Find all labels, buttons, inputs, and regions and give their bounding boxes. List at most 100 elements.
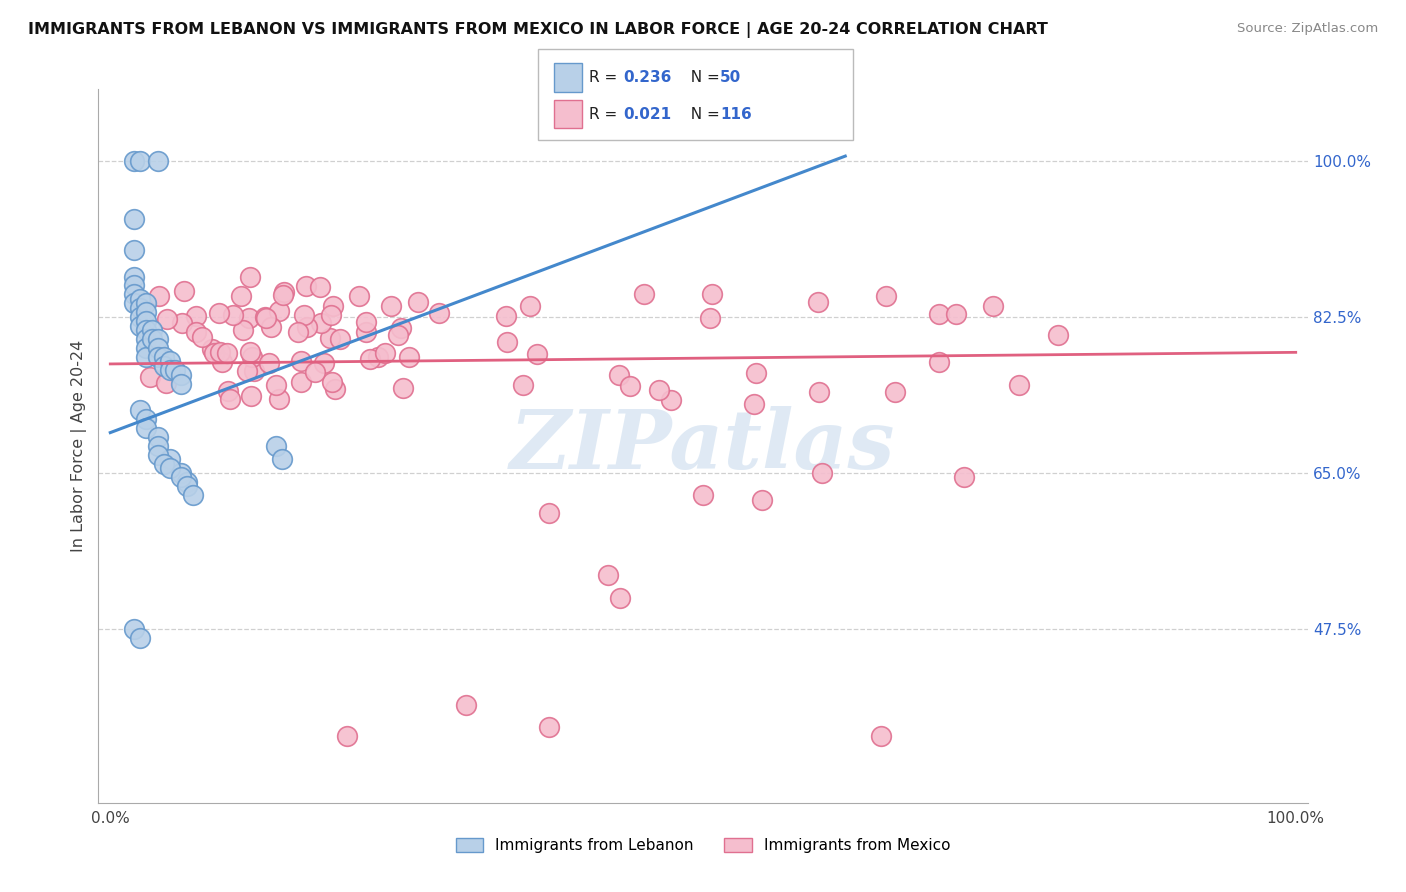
Point	[349, 288, 371, 302]
Point	[254, 310, 277, 325]
Point	[322, 299, 344, 313]
Point	[633, 286, 655, 301]
Point	[321, 375, 343, 389]
Point	[367, 350, 389, 364]
Point	[374, 346, 396, 360]
Point	[354, 315, 377, 329]
Point	[295, 278, 318, 293]
Point	[238, 310, 260, 325]
Point	[181, 488, 204, 502]
Text: 50: 50	[720, 70, 741, 85]
Point	[146, 341, 169, 355]
Point	[211, 354, 233, 368]
Point	[290, 376, 312, 390]
Point	[135, 350, 157, 364]
Point	[231, 323, 253, 337]
Point	[380, 299, 402, 313]
Point	[122, 269, 145, 284]
Point	[170, 466, 193, 480]
Point	[208, 306, 231, 320]
Point	[141, 323, 163, 337]
Text: IMMIGRANTS FROM LEBANON VS IMMIGRANTS FROM MEXICO IN LABOR FORCE | AGE 20-24 COR: IMMIGRANTS FROM LEBANON VS IMMIGRANTS FR…	[28, 22, 1047, 38]
Text: R =: R =	[589, 70, 623, 85]
Point	[928, 355, 950, 369]
Text: 116: 116	[720, 107, 752, 121]
Point	[135, 323, 157, 337]
Text: N =: N =	[681, 70, 724, 85]
Point	[170, 376, 193, 391]
Point	[292, 308, 315, 322]
Point	[309, 317, 332, 331]
Point	[146, 448, 169, 462]
Point	[323, 383, 346, 397]
Point	[129, 292, 152, 306]
Point	[173, 284, 195, 298]
Point	[271, 287, 294, 301]
Point	[146, 430, 169, 444]
Point	[526, 347, 548, 361]
Point	[257, 356, 280, 370]
Point	[1008, 378, 1031, 392]
Point	[512, 377, 534, 392]
Point	[391, 381, 413, 395]
Point	[648, 383, 671, 397]
Point	[152, 457, 174, 471]
Point	[406, 295, 429, 310]
Point	[159, 354, 181, 368]
Text: 0.236: 0.236	[623, 70, 671, 85]
Point	[122, 622, 145, 636]
Point	[135, 332, 157, 346]
Point	[699, 310, 721, 325]
Point	[165, 363, 187, 377]
Point	[242, 364, 264, 378]
Point	[129, 310, 152, 324]
Point	[217, 346, 239, 360]
Point	[152, 359, 174, 373]
Point	[319, 308, 342, 322]
Point	[122, 296, 145, 310]
Point	[135, 296, 157, 310]
Point	[945, 307, 967, 321]
Point	[159, 461, 181, 475]
Point	[869, 729, 891, 743]
Point	[875, 289, 897, 303]
Point	[336, 729, 359, 743]
Point	[312, 356, 335, 370]
Point	[159, 452, 181, 467]
Point	[240, 350, 263, 364]
Point	[141, 332, 163, 346]
Point	[129, 318, 152, 333]
Point	[692, 488, 714, 502]
Point	[209, 344, 232, 359]
Point	[659, 393, 682, 408]
Point	[135, 305, 157, 319]
Point	[240, 389, 263, 403]
Point	[239, 270, 262, 285]
Point	[186, 325, 208, 339]
Point	[129, 403, 152, 417]
Point	[129, 153, 152, 168]
Point	[427, 306, 450, 320]
Point	[398, 350, 420, 364]
Point	[496, 334, 519, 349]
Point	[700, 287, 723, 301]
Point	[176, 479, 198, 493]
Point	[129, 631, 152, 645]
Point	[221, 308, 243, 322]
Legend: Immigrants from Lebanon, Immigrants from Mexico: Immigrants from Lebanon, Immigrants from…	[450, 831, 956, 859]
Point	[884, 384, 907, 399]
Point	[170, 470, 193, 484]
Point	[202, 346, 225, 360]
Point	[229, 289, 252, 303]
Point	[122, 243, 145, 257]
Point	[155, 376, 177, 390]
Point	[170, 368, 193, 382]
Point	[122, 278, 145, 293]
Text: R =: R =	[589, 107, 623, 121]
Point	[122, 211, 145, 226]
Point	[287, 326, 309, 340]
Point	[146, 332, 169, 346]
Point	[135, 341, 157, 355]
Point	[742, 397, 765, 411]
Point	[808, 385, 831, 400]
